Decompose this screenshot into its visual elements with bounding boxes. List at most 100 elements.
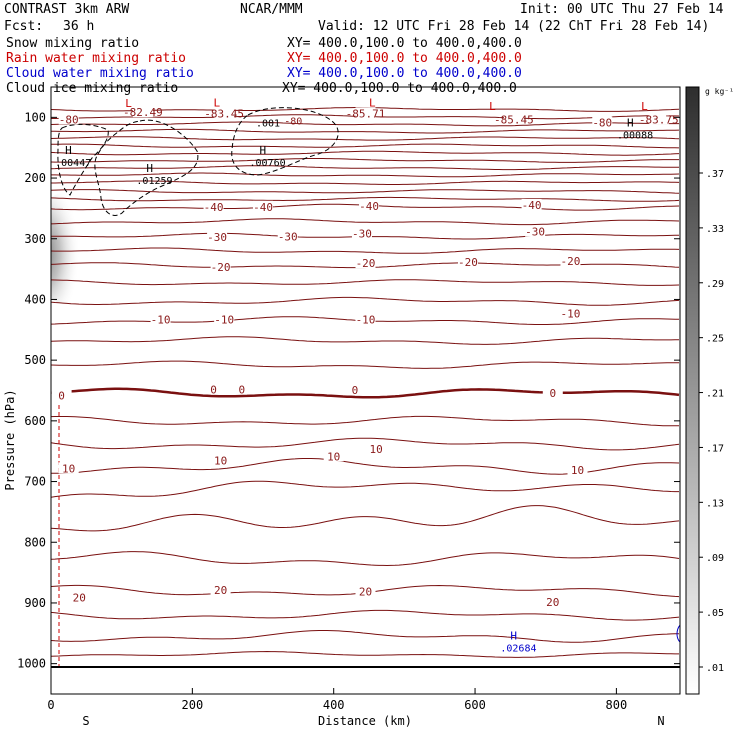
temperature-contour-label: -40 [204, 201, 224, 214]
temperature-contour-label: -30 [352, 228, 372, 241]
colorbar-ticks: .37 .33 .29 .25 .21 .17 .13 .09 .05 .01 [699, 169, 724, 674]
temperature-contours [51, 107, 680, 658]
low-marker: L [125, 97, 132, 110]
x-tick-label: 800 [606, 698, 628, 712]
temperature-contour-line [51, 218, 680, 226]
temperature-contour-line [51, 505, 680, 532]
temperature-contour-line [51, 437, 680, 451]
init-time: Init: 00 UTC Thu 27 Feb 14 [520, 2, 724, 17]
snow-shading [51, 193, 88, 303]
y-tick-label: 300 [24, 232, 46, 246]
y-tick-label: 900 [24, 596, 46, 610]
contour-label-bg [58, 462, 79, 474]
valid-time: Valid: 12 UTC Fri 28 Feb 14 (22 ChT Fri … [318, 19, 709, 34]
temperature-contour-line [51, 279, 680, 286]
contour-label-bg [457, 256, 478, 268]
low-marker: L [369, 96, 376, 109]
colorbar [685, 86, 700, 695]
temperature-contour-line [51, 165, 679, 171]
temperature-contour-label: -30 [207, 231, 227, 244]
contour-label-bg [210, 583, 231, 595]
y-tick-label: 1000 [17, 657, 46, 671]
temperature-contour-line [51, 158, 679, 163]
temperature-contour-label: -20 [561, 255, 581, 268]
contour-label-bg [366, 442, 387, 454]
temperature-contour-label: 20 [359, 586, 372, 599]
x-tick-label: 600 [464, 698, 486, 712]
colorbar-tick-label: .21 [706, 389, 724, 400]
temperature-contour-line [51, 136, 680, 141]
temperature-contour-label: 0 [352, 384, 359, 397]
temperature-contour-label: 10 [327, 450, 340, 463]
temperature-contour-label: 10 [369, 443, 382, 456]
contour-label-bg [560, 307, 581, 319]
x-tick-label: 200 [182, 698, 204, 712]
contour-label-bg [203, 383, 224, 395]
contour-label-bg [359, 200, 380, 212]
temperature-contour-line [51, 128, 680, 134]
contour-label-bg [344, 384, 365, 396]
low-marker: L [214, 96, 221, 109]
field-name-cloud-water: Cloud water mixing ratio [6, 66, 194, 81]
contour-label-bg [210, 260, 231, 272]
temperature-contour-label: -40 [253, 201, 273, 214]
model-title: CONTRAST 3km ARW [4, 2, 129, 17]
temperature-contour-label: -85.71 [346, 107, 386, 120]
y-tick-label: 700 [24, 475, 46, 489]
fcst-label: Fcst: [4, 19, 43, 34]
temperature-contour-label: 10 [571, 464, 584, 477]
temperature-contour-label: -40 [522, 199, 542, 212]
high-marker: H [510, 629, 517, 642]
fcst-value: 36 h [63, 19, 94, 34]
temperature-contour-line [51, 360, 679, 369]
temperature-contour-line [51, 196, 680, 202]
temperature-contour-line [51, 630, 679, 643]
temperature-contour-line [51, 387, 680, 399]
temperature-contour-label: -10 [151, 314, 171, 327]
colorbar-tick-label: .17 [706, 443, 724, 454]
temperature-contour-line [51, 336, 680, 345]
temperature-contour-line [51, 180, 680, 185]
y-axis-label: Pressure (hPa) [3, 389, 17, 490]
south-label: S [82, 714, 89, 728]
contour-labels: -80 -82.49 -83.45 -85.71 -85.45 -80 -83.75 -40 -… [51, 106, 679, 609]
plot-area: -80 -82.49 -83.45 -85.71 -85.45 -80 -83.75 -40 -… [51, 96, 680, 667]
field-name-snow: Snow mixing ratio [6, 36, 139, 51]
temperature-contour-line [51, 480, 679, 498]
contour-label-bg [355, 107, 376, 119]
x-tick-label: 0 [47, 698, 54, 712]
temperature-contour-label: -85.45 [494, 113, 534, 126]
y-tick-label: 800 [24, 535, 46, 549]
y-tick-label: 600 [24, 414, 46, 428]
contour-label-bg [253, 200, 274, 212]
cloud-ice-contour-1 [94, 119, 199, 216]
temperature-contour-label: -80 [59, 113, 79, 126]
temperature-contour-line [51, 150, 680, 156]
cloud-ice-contour-2 [57, 123, 109, 196]
temperature-contour-label: 20 [73, 592, 86, 605]
contour-label-bg [521, 198, 542, 210]
contour-label-bg [560, 254, 581, 266]
x-axis-label: Distance (km) [318, 714, 412, 728]
temperature-contour-line [51, 189, 680, 194]
temperature-contour-label: -20 [211, 261, 231, 274]
contour-label-bg [214, 107, 235, 119]
high-marker: H [259, 144, 266, 157]
extremum-value: .02684 [500, 643, 536, 654]
temperature-contour-line [51, 143, 680, 149]
y-tick-label: 500 [24, 353, 46, 367]
contour-label-bg [210, 454, 231, 466]
y-tick-label: 400 [24, 292, 46, 306]
field-xy-cloud-water: XY= 400.0,100.0 to 400.0,400.0 [287, 66, 522, 81]
temperature-contour-label: -10 [561, 308, 581, 321]
x-tick-label: 400 [323, 698, 345, 712]
high-marker: H [627, 116, 634, 129]
y-tick-label: 100 [24, 110, 46, 124]
contour-label-bg [355, 313, 376, 325]
field-xy-rain: XY= 400.0,100.0 to 400.0,400.0 [287, 51, 522, 66]
contour-label-bg [58, 113, 79, 125]
field-name-cloud-ice: Cloud ice mixing ratio [6, 81, 178, 96]
temperature-contour-line [51, 247, 680, 254]
